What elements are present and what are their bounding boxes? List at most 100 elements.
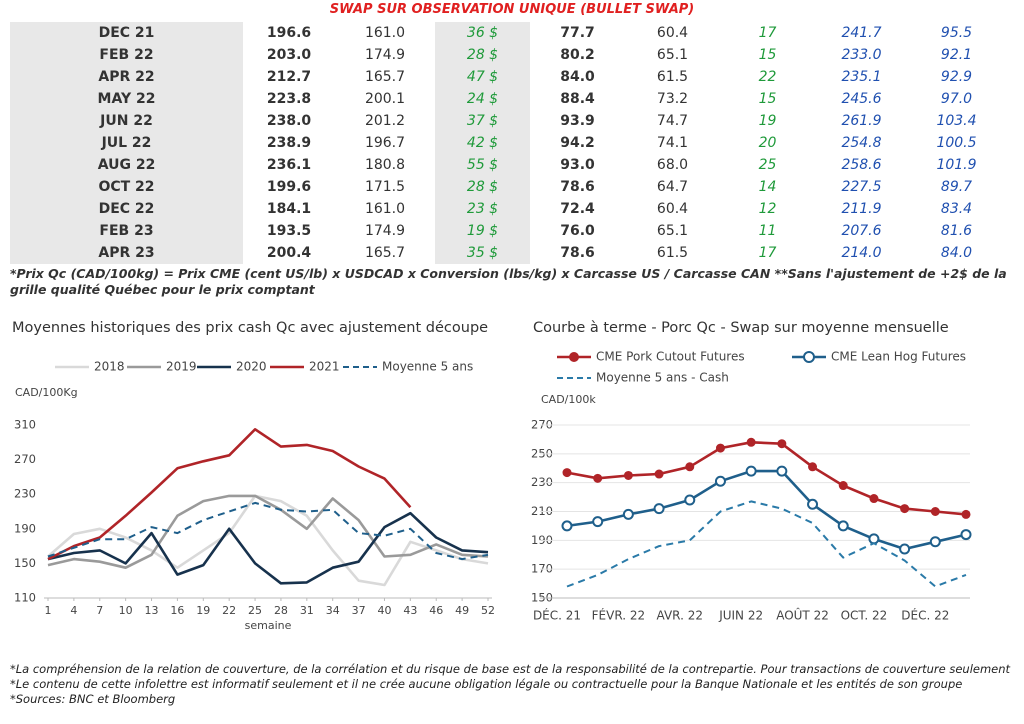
- point: [776, 465, 788, 477]
- table-cell: 261.9: [841, 113, 882, 129]
- x-tick-label: AVR. 22: [657, 609, 703, 623]
- point: [715, 443, 725, 453]
- table-cell: 184.1: [266, 201, 312, 217]
- table-row: DEC 22 184.1 161.0 23 $ 72.4 60.4 12 211.9 83.4: [10, 198, 1005, 220]
- point: [714, 475, 726, 487]
- table-cell: 77.7: [560, 25, 595, 41]
- point: [869, 494, 879, 504]
- legend-marker: [803, 351, 815, 363]
- point: [684, 494, 696, 506]
- table-cell: DEC 21: [10, 22, 243, 44]
- point: [561, 520, 573, 532]
- x-tick-label: DÉC. 21: [533, 608, 581, 623]
- legend-marker: [569, 352, 579, 362]
- table-cell: 64.7: [656, 179, 689, 195]
- swap-table: DEC 21 196.6 161.0 36 $ 77.7 60.4 17 241.7 95.5 F…: [10, 22, 1005, 264]
- table-cell: MAY 22: [10, 88, 243, 110]
- table-cell: 235.1: [841, 69, 882, 85]
- table-cell: 94.2: [560, 135, 595, 151]
- table-cell: 74.1: [656, 135, 689, 151]
- table-cell: 25: [758, 157, 777, 173]
- table-cell: 23 $: [435, 198, 530, 220]
- x-tick-label: 22: [222, 604, 236, 617]
- y-axis-label: CAD/100k: [541, 393, 596, 406]
- point: [746, 437, 756, 447]
- series-line: [47, 494, 489, 587]
- x-tick-label: 37: [352, 604, 366, 617]
- table-cell: 93.0: [560, 157, 595, 173]
- table-cell: 193.5: [266, 223, 312, 239]
- point: [807, 498, 819, 510]
- table-cell: 93.9: [560, 113, 595, 129]
- table-cell: 17: [758, 25, 777, 41]
- x-tick-label: 16: [170, 604, 184, 617]
- table-cell: 201.2: [364, 113, 406, 129]
- x-tick-label: 34: [326, 604, 340, 617]
- x-tick-label: DÉC. 22: [901, 608, 949, 623]
- point: [777, 439, 787, 449]
- table-cell: 15: [758, 47, 777, 63]
- footnotes: *La compréhension de la relation de couv…: [10, 662, 1010, 707]
- footnote: *La compréhension de la relation de couv…: [10, 662, 1011, 676]
- table-cell: AUG 22: [10, 154, 243, 176]
- y-tick-label: 270: [14, 452, 36, 466]
- table-cell: 196.6: [266, 25, 312, 41]
- table-row: JUL 22 238.9 196.7 42 $ 94.2 74.1 20 254.8 100.5: [10, 132, 1005, 154]
- y-axis-label: CAD/100Kg: [15, 386, 78, 399]
- x-tick-label: FÉVR. 22: [592, 608, 646, 623]
- table-cell: OCT 22: [10, 176, 243, 198]
- x-tick-label: JUIN 22: [718, 609, 763, 623]
- table-note: *Prix Qc (CAD/100kg) = Prix CME (cent US…: [10, 266, 1007, 297]
- table-cell: 200.4: [266, 245, 312, 261]
- legend-label: Moyenne 5 ans - Cash: [596, 371, 729, 385]
- table-cell: 165.7: [364, 245, 406, 261]
- table-cell: 92.1: [940, 47, 973, 63]
- y-tick-label: 150: [14, 556, 36, 570]
- table-cell: 72.4: [560, 201, 595, 217]
- x-tick-label: 7: [96, 604, 103, 617]
- table-cell: FEB 23: [10, 220, 243, 242]
- x-tick-label: 28: [274, 604, 288, 617]
- table-cell: 97.0: [940, 91, 973, 107]
- table-row: APR 23 200.4 165.7 35 $ 78.6 61.5 17 214.0 84.0: [10, 242, 1005, 264]
- legend-label: 2021: [309, 360, 340, 374]
- table-cell: 78.6: [560, 179, 595, 195]
- x-tick-label: 13: [145, 604, 159, 617]
- x-tick-label: 25: [248, 604, 262, 617]
- table-cell: FEB 22: [10, 44, 243, 66]
- table-cell: 65.1: [656, 47, 689, 63]
- table-cell: 223.8: [266, 91, 312, 107]
- point: [899, 543, 911, 555]
- table-cell: JUL 22: [10, 132, 243, 154]
- table-cell: 84.0: [560, 69, 595, 85]
- point: [653, 503, 665, 515]
- x-tick-label: 52: [481, 604, 495, 617]
- table-cell: 42 $: [435, 132, 530, 154]
- legend-label: 2018: [94, 360, 125, 374]
- table-cell: 161.0: [364, 201, 406, 217]
- series-line: [566, 441, 967, 516]
- table-cell: DEC 22: [10, 198, 243, 220]
- table-cell: 238.0: [266, 113, 312, 129]
- x-tick-label: 19: [196, 604, 210, 617]
- table-cell: 83.4: [940, 201, 973, 217]
- point: [961, 509, 971, 519]
- y-tick-label: 190: [14, 521, 36, 535]
- table-cell: 211.9: [841, 201, 882, 217]
- table-cell: 35 $: [435, 242, 530, 264]
- y-tick-label: 230: [14, 487, 36, 501]
- legend-label: 2020: [236, 360, 267, 374]
- series-line: [47, 511, 489, 585]
- table-cell: APR 22: [10, 66, 243, 88]
- table-cell: 14: [758, 179, 777, 195]
- point: [960, 529, 972, 541]
- legend-label: CME Lean Hog Futures: [831, 350, 966, 364]
- table-cell: 61.5: [656, 245, 689, 261]
- x-tick-label: 40: [377, 604, 391, 617]
- point: [929, 536, 941, 548]
- chart-title: Courbe à terme - Porc Qc - Swap sur moye…: [533, 320, 949, 336]
- point: [837, 520, 849, 532]
- table-cell: 174.9: [364, 223, 406, 239]
- series-line: [566, 500, 967, 588]
